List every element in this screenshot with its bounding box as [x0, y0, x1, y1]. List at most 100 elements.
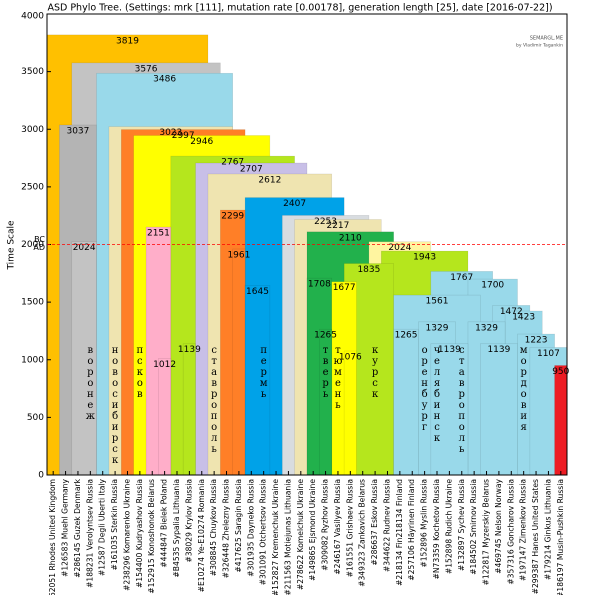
- place-label: ставрополь: [456, 345, 467, 455]
- place-label: курск: [370, 345, 381, 400]
- y-tick-label: 3500: [21, 67, 44, 77]
- node-block: [393, 328, 419, 476]
- x-tick-label: #301091 Otchertsov Russia: [259, 479, 268, 585]
- node-block: [71, 241, 97, 476]
- node-label: 1961: [227, 250, 250, 260]
- y-tick-label: 2000: [21, 240, 44, 250]
- x-tick-label: #154400 Kudryashov Russia: [135, 479, 144, 588]
- node-block: [430, 343, 469, 476]
- node-label: 2217: [326, 221, 349, 231]
- y-tick-label: 4000: [21, 12, 44, 22]
- node-label: 1329: [426, 323, 449, 333]
- x-tick-label: #357316 Goncharov Russia: [506, 479, 515, 585]
- node-label: 2110: [339, 233, 362, 243]
- place-label: тверь: [320, 345, 331, 400]
- node-label: 1943: [413, 253, 436, 263]
- x-tick-label: #149865 Ejsmond Ukraine: [308, 479, 317, 581]
- x-tick-label: #186197 Musin-Pushkin Russia: [556, 479, 565, 595]
- node-label: 950: [552, 367, 569, 377]
- watermark-title: SEMARGL.ME: [530, 36, 563, 42]
- x-tick-label: #238296 Komarenko Ukraine: [122, 479, 131, 591]
- node-label: 2767: [221, 158, 244, 168]
- node-block: [158, 358, 172, 476]
- node-label: 2407: [283, 199, 306, 209]
- node-block: [232, 248, 246, 476]
- x-tick-label: #197147 Zimenkov Russia: [519, 479, 528, 581]
- node-label: 1223: [525, 336, 548, 346]
- place-label: воронеж: [84, 345, 95, 422]
- node-label: 2707: [240, 165, 263, 175]
- x-tick-label: #246167 Vasilyev Russia: [333, 479, 342, 575]
- node-block: [182, 343, 196, 476]
- x-tick-label: #126583 Muehl Germany: [61, 479, 70, 578]
- node-label: 2299: [221, 212, 244, 222]
- x-tick-label: #326448 Zhelezny Russia: [222, 479, 231, 578]
- place-label: ставрополь: [209, 345, 220, 455]
- x-tick-label: #B4535 Sypalia Lithuania: [172, 479, 181, 578]
- y-tick-label: 2500: [21, 182, 44, 192]
- x-tick-label: #179214 Ginkus Lithuania: [543, 479, 552, 580]
- watermark-subtitle: by Vladimir Tagankin: [516, 43, 563, 49]
- node-label: 1139: [178, 345, 201, 355]
- x-tick-label: #E10274 Ye-E10274 Romania: [197, 479, 206, 592]
- node-label: 1835: [357, 265, 380, 275]
- place-label: псков: [134, 345, 145, 400]
- y-tick-label: 500: [27, 413, 44, 423]
- x-tick-label: #349323 Zankavich Belarus: [358, 479, 367, 587]
- x-tick-label: #278622 Komelchuk Ukraine: [296, 479, 305, 590]
- node-label: 3486: [153, 75, 176, 85]
- node-label: 1708: [308, 280, 331, 290]
- x-tick-label: #152915 Konoshonok Belarus: [147, 479, 156, 594]
- node-label: 1139: [438, 345, 461, 355]
- node-label: 1677: [333, 283, 356, 293]
- node-label: 2997: [172, 131, 195, 141]
- node-label: 1423: [512, 312, 535, 322]
- node-label: 2151: [147, 229, 170, 239]
- place-label: тюмень: [332, 345, 343, 411]
- node-label: 1265: [314, 331, 337, 341]
- node-label: 2024: [73, 243, 96, 253]
- node-label: 1107: [537, 349, 560, 359]
- reference-below: AD: [33, 243, 45, 252]
- node-label: 3576: [135, 64, 158, 74]
- chart-title: ASD Phylo Tree. (Settings: mrk [111], mu…: [47, 3, 552, 14]
- x-tick-label: #12587 Degli Uberti Italy: [98, 479, 107, 577]
- place-label: пермь: [258, 345, 269, 400]
- y-tick-label: 1500: [21, 298, 44, 308]
- x-tick-label: #152827 Kremenchuk Ukraine: [271, 479, 280, 595]
- node-label: 3037: [66, 126, 89, 136]
- y-tick-label: 3000: [21, 125, 44, 135]
- node-label: 1645: [246, 287, 269, 297]
- x-tick-label: #132897 Sychev Russia: [457, 479, 466, 571]
- node-label: 2024: [388, 243, 411, 253]
- x-tick-label: #286637 Eskov Russia: [370, 479, 379, 566]
- node-label: 2946: [190, 137, 213, 147]
- y-tick-label: 0: [38, 471, 44, 481]
- x-tick-label: #309082 Ryzhov Russia: [321, 479, 330, 571]
- node-block: [244, 285, 271, 476]
- y-axis-label: Time Scale: [7, 220, 17, 271]
- node-label: 1139: [487, 345, 510, 355]
- x-tick-label: #257106 Häyrinen Finland: [407, 479, 416, 581]
- node-label: 3023: [159, 128, 182, 138]
- place-label: челябинск: [432, 345, 443, 444]
- x-tick-label: #N73359 Kochetov Russia: [432, 479, 441, 579]
- x-tick-label: #301935 Dayneko Russia: [246, 479, 255, 577]
- place-label: новосибирск: [110, 345, 121, 466]
- x-tick-label: #38029 Krylov Russia: [184, 479, 193, 563]
- x-tick-label: #62051 Rhodes United Kingdom: [48, 479, 57, 595]
- node-block: [554, 365, 568, 476]
- node-block: [480, 343, 518, 476]
- y-tick-label: 1000: [21, 355, 44, 365]
- node-label: 1329: [475, 323, 498, 333]
- node-label: 1700: [481, 281, 504, 291]
- x-tick-label: #184502 Smirnov Russia: [469, 479, 478, 575]
- reference-above: BC: [34, 235, 45, 244]
- node-label: 1561: [426, 297, 449, 307]
- node-label: 1012: [153, 360, 176, 370]
- x-tick-label: #344622 Rudnev Russia: [382, 479, 391, 572]
- node-label: 3819: [116, 36, 139, 46]
- node-label: 1265: [395, 331, 418, 341]
- x-tick-label: #308845 Chuykov Russia: [209, 479, 218, 576]
